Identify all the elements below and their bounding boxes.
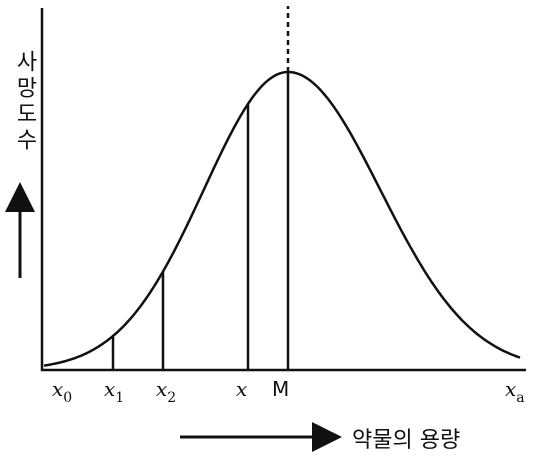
x-axis-label: 약물의 용량 (352, 428, 461, 453)
x-label-base: x (236, 377, 247, 401)
x-label-base: x (52, 377, 63, 401)
x-label: x0 (52, 377, 72, 406)
bell-curve (43, 70, 521, 367)
x-label-base: M (272, 377, 289, 401)
x-label: x2 (156, 377, 176, 406)
x-label: x (236, 377, 247, 401)
x-label-base: x (156, 377, 167, 401)
x-label-sub: a (516, 390, 524, 406)
x-label-base: x (104, 377, 115, 401)
x-label-base: x (505, 377, 516, 401)
x-label: xa (505, 377, 525, 406)
x-label: x1 (104, 377, 124, 406)
y-axis-label: 사망도수 (12, 50, 37, 154)
x-label-sub: 0 (63, 390, 72, 406)
x-label-sub: 2 (167, 390, 176, 406)
x-label-sub: 1 (115, 390, 124, 406)
x-label: M (272, 377, 289, 401)
